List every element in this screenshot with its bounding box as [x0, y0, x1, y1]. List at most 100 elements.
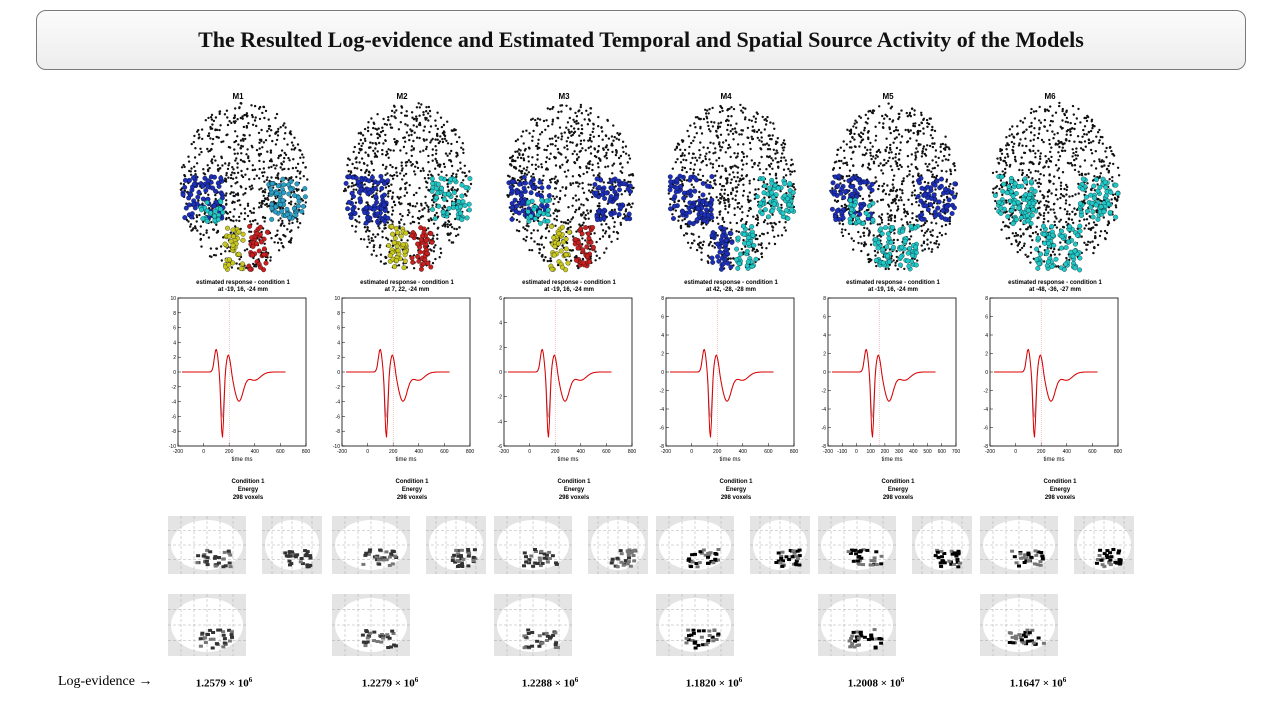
response-plot: 6 4 2 0 -2 -4 -6-200 0 200 400 600 800 time ms: [498, 296, 637, 463]
y-tick-label: -4: [984, 407, 989, 413]
model-panel-m4: M4 estimated response - condition 1 at 42,…: [656, 92, 816, 662]
x-tick-label: 200: [713, 449, 722, 455]
log-evidence-value: 1.2579 × 106: [195, 676, 253, 690]
glass-brain-view: [818, 516, 896, 574]
response-title: estimated response - condition 1 at -19, …: [522, 280, 616, 293]
y-tick-label: -8: [336, 429, 341, 435]
x-tick-label: 400: [1063, 449, 1072, 455]
glass-brain-view: [750, 516, 810, 574]
model-name: M6: [1044, 92, 1056, 101]
x-tick-label: 100: [866, 449, 875, 455]
x-axis-label: time ms: [396, 457, 417, 463]
x-tick-label: 300: [895, 449, 904, 455]
model-name: M1: [232, 92, 244, 101]
brain-source-map: [506, 103, 635, 273]
y-tick-label: 2: [337, 355, 340, 361]
response-title: estimated response - condition 1 at -48, …: [1008, 280, 1102, 293]
x-tick-label: 800: [302, 449, 311, 455]
y-tick-label: -2: [822, 389, 827, 395]
y-tick-label: 10: [334, 296, 340, 302]
x-tick-label: -200: [823, 449, 833, 455]
glass-brain-view: [656, 516, 734, 574]
x-tick-label: 0: [202, 449, 205, 455]
x-tick-label: 0: [366, 449, 369, 455]
x-tick-label: 400: [251, 449, 260, 455]
model-name: M2: [396, 92, 408, 101]
y-tick-label: -2: [498, 395, 503, 401]
glass-brain-view: [494, 516, 572, 574]
x-tick-label: 800: [790, 449, 799, 455]
y-tick-label: -6: [660, 426, 665, 432]
brain-source-map: [829, 102, 959, 272]
glass-brain-view: [494, 594, 572, 656]
y-tick-label: 4: [823, 333, 826, 339]
y-tick-label: 6: [499, 296, 502, 302]
x-tick-label: 600: [276, 449, 285, 455]
y-tick-label: -6: [984, 426, 989, 432]
y-tick-label: -8: [984, 444, 989, 450]
condition-label: Condition 1 Energy 298 voxels: [719, 479, 753, 501]
model-panel-m6: M6 estimated response - condition 1 at -48…: [980, 92, 1140, 662]
response-title: estimated response - condition 1 at 42, -…: [684, 280, 778, 293]
glass-brain-view: [332, 594, 410, 656]
glass-brain-view: [168, 594, 246, 656]
glass-brain-view: [426, 516, 486, 574]
x-tick-label: 600: [602, 449, 611, 455]
y-tick-label: 8: [173, 311, 176, 317]
y-tick-label: -10: [169, 444, 176, 450]
x-tick-label: 200: [881, 449, 890, 455]
y-tick-label: 0: [985, 370, 988, 376]
glass-brain-view: [818, 594, 896, 656]
glass-brain-view: [980, 594, 1058, 656]
y-tick-label: 6: [337, 326, 340, 332]
y-tick-label: 6: [823, 315, 826, 321]
x-axis-label: time ms: [882, 457, 903, 463]
y-tick-label: -10: [333, 444, 340, 450]
model-panel-m5: M5 estimated response - condition 1 at -19…: [818, 92, 978, 662]
y-tick-label: -8: [172, 429, 177, 435]
y-tick-label: -2: [660, 389, 665, 395]
model-name: M4: [720, 92, 732, 101]
y-tick-label: 6: [661, 315, 664, 321]
y-tick-label: 8: [337, 311, 340, 317]
glass-brain-view: [168, 516, 246, 574]
x-tick-label: -200: [985, 449, 995, 455]
y-tick-label: 0: [173, 370, 176, 376]
x-tick-label: -200: [173, 449, 183, 455]
model-panel-m1: M1 estimated response - condition 1 at -19…: [168, 92, 328, 662]
y-tick-label: 8: [661, 296, 664, 302]
x-axis-label: time ms: [232, 457, 253, 463]
response-plot: 8 6 4 2 0 -2 -4 -6 -8-200 0 200 400 600 800 time ms: [660, 296, 799, 463]
y-tick-label: 6: [173, 326, 176, 332]
y-tick-label: 4: [499, 321, 502, 327]
y-tick-label: 2: [823, 352, 826, 358]
brain-source-map: [667, 103, 797, 272]
y-tick-label: -4: [660, 407, 665, 413]
x-tick-label: 600: [938, 449, 947, 455]
y-tick-label: 2: [661, 352, 664, 358]
x-axis-label: time ms: [720, 457, 741, 463]
x-tick-label: 800: [1114, 449, 1123, 455]
log-evidence-value: 1.1647 × 106: [1009, 676, 1067, 690]
y-tick-label: 0: [499, 370, 502, 376]
y-tick-label: 6: [985, 315, 988, 321]
y-tick-label: 10: [170, 296, 176, 302]
model-panel-m3: M3 estimated response - condition 1 at -19…: [494, 92, 654, 662]
y-tick-label: 4: [985, 333, 988, 339]
response-plot: 8 6 4 2 0 -2 -4 -6 -8-200 0 200 400 600 800 time ms: [984, 296, 1123, 463]
log-evidence-value: 1.2008 × 106: [847, 676, 905, 690]
glass-brain-view: [332, 516, 410, 574]
response-title: estimated response - condition 1 at -19, …: [846, 280, 940, 293]
y-tick-label: -2: [984, 389, 989, 395]
model-name: M5: [882, 92, 894, 101]
x-tick-label: 0: [1014, 449, 1017, 455]
y-tick-label: -8: [822, 444, 827, 450]
y-tick-label: 2: [985, 352, 988, 358]
y-tick-label: 0: [337, 370, 340, 376]
x-tick-label: -200: [499, 449, 509, 455]
glass-brain-view: [588, 516, 648, 574]
condition-label: Condition 1 Energy 298 voxels: [395, 479, 429, 501]
x-tick-label: 500: [923, 449, 932, 455]
x-tick-label: 0: [528, 449, 531, 455]
y-tick-label: -4: [498, 419, 503, 425]
